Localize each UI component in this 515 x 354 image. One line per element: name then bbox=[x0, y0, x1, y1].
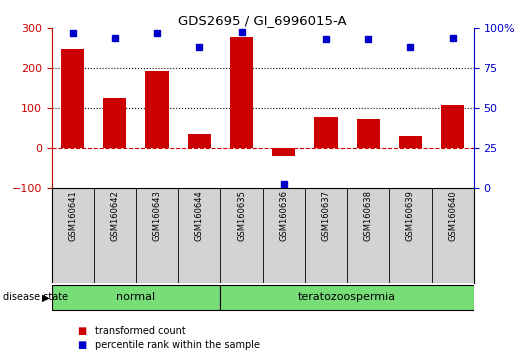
Text: GSM160637: GSM160637 bbox=[321, 190, 331, 241]
Text: GSM160636: GSM160636 bbox=[279, 190, 288, 241]
Title: GDS2695 / GI_6996015-A: GDS2695 / GI_6996015-A bbox=[178, 14, 347, 27]
Text: ▶: ▶ bbox=[42, 292, 50, 302]
Bar bbox=[230, 37, 253, 148]
Text: ■: ■ bbox=[77, 326, 87, 336]
Bar bbox=[220, 285, 474, 310]
Text: GSM160643: GSM160643 bbox=[152, 190, 162, 241]
Text: transformed count: transformed count bbox=[95, 326, 186, 336]
Text: GSM160635: GSM160635 bbox=[237, 190, 246, 241]
Bar bbox=[187, 134, 211, 148]
Text: GSM160640: GSM160640 bbox=[448, 190, 457, 241]
Text: percentile rank within the sample: percentile rank within the sample bbox=[95, 340, 260, 350]
Bar bbox=[52, 285, 220, 310]
Bar bbox=[145, 72, 169, 148]
Bar bbox=[356, 119, 380, 148]
Bar bbox=[314, 117, 338, 148]
Text: teratozoospermia: teratozoospermia bbox=[298, 292, 396, 302]
Text: GSM160644: GSM160644 bbox=[195, 190, 204, 241]
Bar bbox=[61, 49, 84, 148]
Bar bbox=[103, 98, 127, 148]
Text: GSM160642: GSM160642 bbox=[110, 190, 119, 241]
Bar bbox=[399, 136, 422, 148]
Bar bbox=[441, 105, 465, 148]
Text: ■: ■ bbox=[77, 340, 87, 350]
Bar bbox=[272, 148, 296, 156]
Text: GSM160641: GSM160641 bbox=[68, 190, 77, 241]
Text: normal: normal bbox=[116, 292, 156, 302]
Text: GSM160639: GSM160639 bbox=[406, 190, 415, 241]
Text: GSM160638: GSM160638 bbox=[364, 190, 373, 241]
Text: disease state: disease state bbox=[3, 292, 67, 302]
